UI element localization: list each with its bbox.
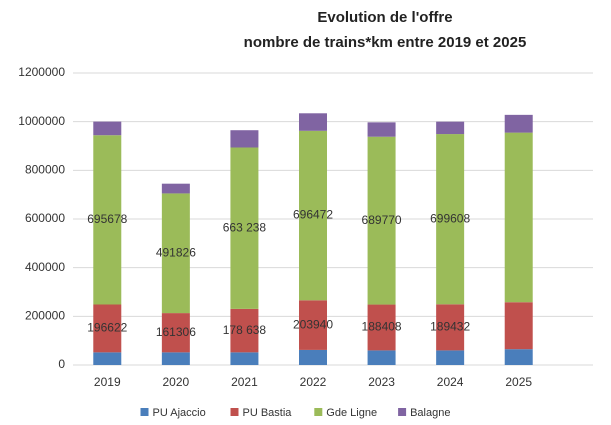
bar-segment	[299, 113, 327, 131]
x-tick-label: 2025	[505, 375, 532, 389]
data-label: 178 638	[223, 323, 267, 337]
y-tick-label: 800000	[25, 163, 65, 177]
data-label: 189432	[430, 320, 470, 334]
bar-segment	[161, 193, 190, 314]
legend-label: Balagne	[410, 407, 450, 419]
bar-segment	[504, 114, 533, 133]
data-label: 161306	[156, 325, 196, 339]
data-label: 196622	[87, 321, 127, 335]
bar-segment	[230, 130, 259, 148]
bar-segment	[299, 130, 327, 301]
bar-segment	[436, 350, 465, 365]
data-label: 188408	[362, 320, 402, 334]
bar-segment	[161, 352, 190, 365]
chart-title: Evolution de l'offre	[317, 9, 452, 26]
x-tick-label: 2019	[94, 375, 121, 389]
data-label: 663 238	[223, 220, 267, 234]
bar-segment	[161, 313, 190, 353]
bar-segment	[504, 132, 533, 303]
bar-segment	[93, 352, 122, 365]
bar-segment	[93, 304, 122, 353]
bar-segment	[436, 134, 465, 305]
y-tick-label: 1200000	[18, 65, 65, 79]
y-tick-label: 1000000	[18, 114, 65, 128]
bar-segment	[93, 121, 122, 136]
x-tick-label: 2021	[231, 375, 258, 389]
bar-segment	[230, 352, 259, 365]
x-tick-label: 2023	[368, 375, 395, 389]
y-tick-label: 200000	[25, 309, 65, 323]
legend-label: Gde Ligne	[326, 407, 377, 419]
bar-segment	[436, 304, 465, 351]
bar-segment	[299, 349, 327, 365]
legend-swatch	[314, 408, 323, 416]
x-tick-label: 2024	[437, 375, 464, 389]
legend-swatch	[230, 408, 239, 416]
bar-segment	[230, 147, 259, 309]
data-label: 695678	[87, 212, 127, 226]
bar-segment	[367, 350, 396, 365]
chart-subtitle: nombre de trains*km entre 2019 et 2025	[244, 34, 527, 51]
bar-segment	[230, 308, 259, 353]
bar-segment	[367, 304, 396, 351]
bar-segment	[367, 136, 396, 305]
x-tick-label: 2020	[163, 375, 190, 389]
legend-label: PU Bastia	[243, 407, 293, 419]
bar-segment	[436, 121, 465, 135]
bar-segment	[161, 183, 190, 194]
x-tick-label: 2022	[300, 375, 327, 389]
data-label: 689770	[362, 213, 402, 227]
data-label: 696472	[293, 208, 333, 222]
data-label: 203940	[293, 317, 333, 331]
bar-segment	[504, 349, 533, 365]
bar-segment	[367, 122, 396, 137]
y-tick-label: 400000	[25, 260, 65, 274]
y-tick-label: 600000	[25, 211, 65, 225]
bar-segment	[93, 135, 122, 305]
bar-segment	[299, 300, 327, 350]
legend-label: PU Ajaccio	[153, 407, 206, 419]
y-tick-label: 0	[58, 357, 65, 371]
data-label: 699608	[430, 211, 470, 225]
legend-swatch	[140, 408, 149, 416]
data-label: 491826	[156, 245, 196, 259]
legend-swatch	[398, 408, 407, 416]
bar-segment	[504, 302, 533, 350]
